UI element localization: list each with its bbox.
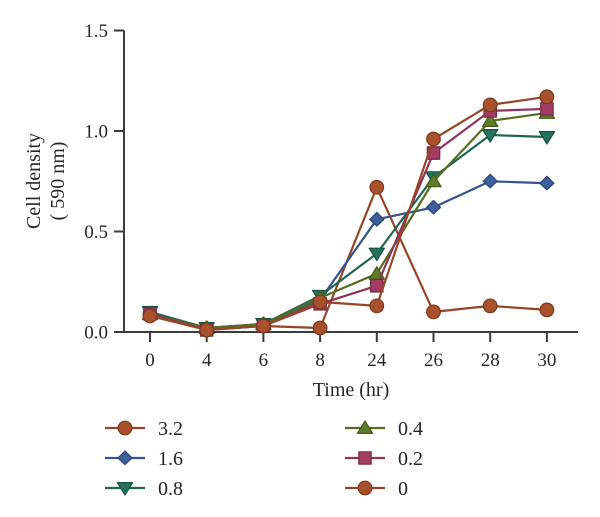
data-point-0 — [312, 294, 328, 310]
legend-item-3.2: 3.2 — [105, 418, 183, 440]
x-tick-label: 0 — [145, 350, 155, 371]
data-point-1.6 — [425, 199, 442, 215]
legend-item-1.6: 1.6 — [105, 448, 183, 470]
data-point-0 — [426, 131, 441, 147]
legend-marker-0.4 — [356, 420, 374, 434]
x-tick-label: 8 — [315, 350, 325, 371]
x-axis-ticks: 0 4 6 8 24 26 28 30 — [145, 332, 556, 371]
legend-label-1.6: 1.6 — [158, 448, 183, 470]
data-point-0.8 — [538, 131, 556, 145]
series-line-0.4 — [149, 111, 548, 330]
data-point-3.2 — [369, 179, 385, 195]
x-tick-label: 30 — [537, 350, 556, 371]
x-tick-label: 4 — [202, 350, 212, 371]
series-0 — [142, 89, 555, 338]
legend-item-0.4: 0.4 — [345, 418, 423, 440]
data-point-0.2 — [540, 102, 554, 116]
legend-item-0.8: 0.8 — [105, 478, 183, 500]
data-point-3.2 — [312, 320, 328, 336]
y-axis-ticks: 0.0 0.5 1.0 1.5 — [84, 21, 124, 344]
y-axis-title: Cell density ( 590 nm) — [23, 133, 69, 229]
data-point-0.8 — [368, 247, 385, 262]
y-tick-label: 0.0 — [84, 323, 108, 344]
data-point-3.2 — [482, 298, 498, 314]
series-line-0 — [149, 95, 548, 332]
legend: 3.2 1.6 0.8 0.4 0.2 0 — [105, 418, 423, 500]
data-point-1.6 — [369, 211, 385, 227]
data-point-0 — [199, 322, 215, 338]
data-point-3.2 — [539, 302, 555, 318]
legend-marker-0.2 — [358, 451, 372, 465]
data-point-0 — [482, 97, 498, 113]
x-tick-label: 6 — [259, 350, 269, 371]
data-point-0.4 — [425, 173, 442, 188]
data-point-0.4 — [482, 113, 499, 127]
y-tick-label: 0.5 — [84, 222, 108, 243]
legend-item-0: 0 — [345, 478, 408, 500]
data-point-0 — [142, 308, 158, 324]
y-tick-label: 1.5 — [84, 21, 108, 42]
data-point-3.2 — [426, 304, 441, 320]
data-point-1.6 — [482, 173, 498, 189]
y-axis-title-line2: ( 590 nm) — [47, 142, 69, 221]
legend-label-0.8: 0.8 — [158, 478, 183, 500]
legend-label-3.2: 3.2 — [158, 418, 183, 440]
x-tick-label: 28 — [481, 350, 500, 371]
legend-label-0: 0 — [398, 478, 408, 500]
legend-marker-1.6 — [117, 450, 133, 466]
legend-label-0.4: 0.4 — [398, 418, 423, 440]
x-tick-label: 24 — [367, 350, 387, 371]
data-point-0.8 — [482, 129, 499, 143]
data-point-0 — [369, 298, 385, 314]
data-point-1.6 — [539, 175, 555, 191]
chart-generated-layer: 0.0 0.5 1.0 1.5 0 4 6 8 24 26 28 30 3.2 1.6 0.8 0.4 0.2 0 — [84, 21, 578, 500]
x-tick-label: 26 — [424, 350, 443, 371]
series-line-0.2 — [149, 107, 547, 332]
legend-marker-0.8 — [116, 482, 134, 496]
data-point-0 — [539, 89, 555, 105]
legend-label-0.2: 0.2 — [398, 448, 423, 470]
y-tick-label: 1.0 — [84, 122, 108, 143]
data-point-0 — [256, 318, 271, 334]
legend-marker-3.2 — [117, 420, 133, 436]
x-axis-title: Time (hr) — [313, 379, 389, 401]
legend-item-0.2: 0.2 — [345, 448, 423, 470]
legend-marker-0 — [357, 480, 373, 496]
y-axis-title-line1: Cell density — [23, 133, 45, 229]
